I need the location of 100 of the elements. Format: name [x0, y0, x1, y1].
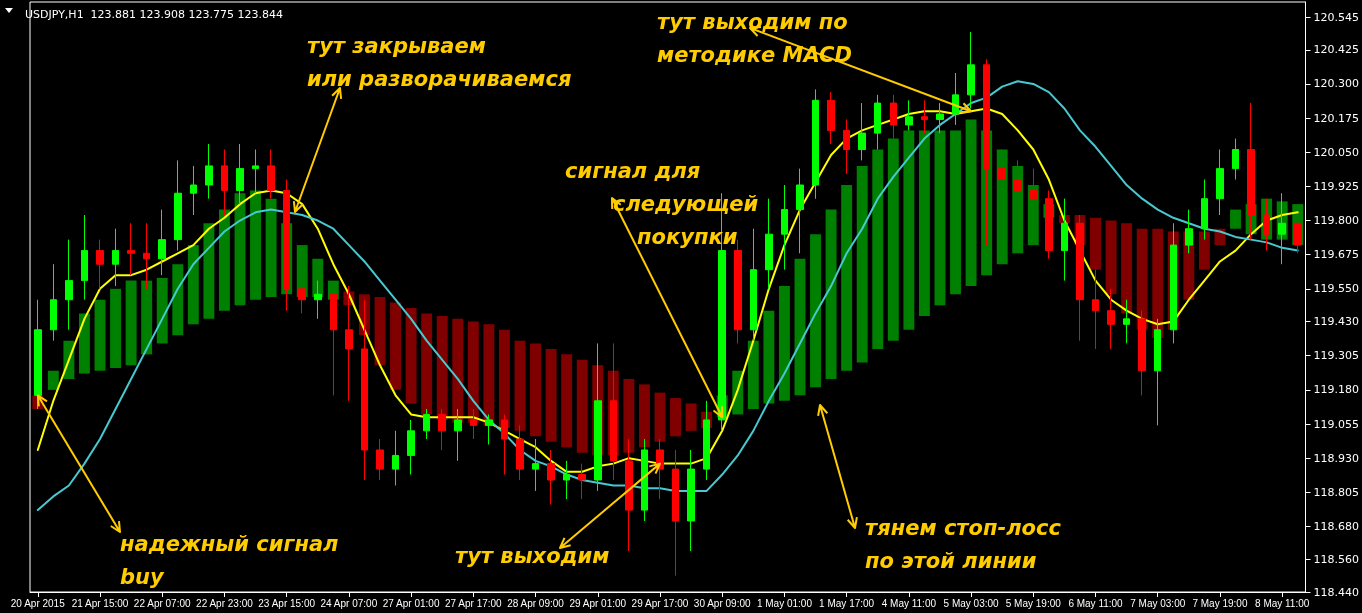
candlestick [1263, 198, 1270, 252]
bar [872, 149, 884, 349]
candlestick [1232, 138, 1239, 181]
text: USDJPY,H1 123.881 123.908 123.775 123.844 [25, 8, 284, 21]
y-tick-label: 119.800 [1313, 214, 1360, 228]
y-tick-label: 118.440 [1313, 585, 1360, 599]
candlestick [796, 168, 804, 254]
bar [545, 348, 557, 442]
y-tick-label: 119.180 [1313, 383, 1360, 397]
candlestick [96, 239, 104, 290]
bar [1090, 217, 1101, 270]
candlestick [1092, 269, 1099, 350]
bar [483, 324, 495, 426]
candlestick [470, 408, 477, 440]
annotation: тут закрываем или разворачиваемся [307, 33, 572, 93]
y-tick-label: 120.545 [1313, 10, 1360, 24]
bar [156, 277, 168, 344]
x-tick-label: 1 May 17:00 [819, 597, 875, 609]
y-tick-label: 120.300 [1313, 77, 1360, 91]
bar [1230, 209, 1241, 229]
x-tick-label: 27 Apr 17:00 [444, 597, 503, 609]
bar [623, 378, 635, 453]
x-tick-label: 7 May 03:00 [1130, 597, 1186, 609]
x-tick-label: 23 Apr 15:00 [258, 597, 316, 609]
candlestick [407, 419, 415, 476]
bar [172, 264, 184, 336]
bar [125, 280, 137, 366]
candlestick [952, 72, 959, 126]
bar [467, 321, 479, 423]
x-tick-label: 5 May 03:00 [943, 597, 1000, 609]
y-tick-label: 119.550 [1313, 282, 1360, 296]
x-tick-label: 7 May 19:00 [1192, 597, 1248, 609]
candlestick [563, 460, 570, 500]
bar [421, 313, 433, 415]
bar [514, 340, 526, 431]
bar [654, 392, 666, 442]
bar [1121, 223, 1133, 314]
bar [47, 370, 59, 390]
bar [856, 165, 868, 363]
bar [950, 130, 961, 295]
bar [203, 223, 215, 319]
candlestick [485, 413, 493, 445]
candlestick [890, 94, 897, 140]
candlestick [376, 438, 384, 481]
candlestick [858, 102, 866, 161]
x-tick-label: 24 Apr 07:00 [320, 597, 378, 609]
candlestick [423, 408, 430, 440]
candlestick [578, 463, 586, 500]
y-tick-label: 119.055 [1313, 417, 1360, 431]
x-tick-label: 27 Apr 01:00 [382, 597, 440, 609]
candlestick [1061, 198, 1068, 282]
bar [141, 280, 153, 355]
bar [810, 234, 821, 388]
candlestick [65, 239, 73, 331]
candlestick [921, 99, 928, 134]
x-tick-label: 5 May 19:00 [1005, 597, 1062, 609]
bar [670, 398, 681, 437]
x-tick-label: 30 Apr 09:00 [693, 597, 751, 609]
candlestick [1170, 222, 1177, 344]
candlestick [158, 209, 166, 276]
bar [1152, 228, 1164, 338]
bar [94, 299, 106, 371]
x-tick-label: 28 Apr 09:00 [507, 597, 565, 609]
y-tick-label: 119.305 [1313, 349, 1360, 363]
bar [903, 130, 915, 330]
x-tick-label: 20 Apr 2015 [10, 597, 66, 609]
y-tick-label: 119.925 [1313, 179, 1360, 193]
candlestick [1216, 149, 1224, 216]
x-tick-label: 4 May 11:00 [881, 597, 937, 609]
candlestick [81, 214, 88, 301]
candlestick [205, 143, 213, 200]
candlestick [765, 198, 773, 290]
bar [1198, 231, 1210, 270]
y-tick-label: 118.930 [1313, 451, 1360, 465]
bar [498, 329, 510, 429]
candlestick [283, 179, 290, 312]
candlestick [392, 430, 399, 486]
candlestick [874, 94, 881, 150]
bar [841, 185, 853, 371]
bar [763, 310, 775, 404]
bar [250, 190, 261, 300]
bar [1105, 220, 1117, 295]
candlestick [905, 99, 913, 131]
candlestick [174, 159, 182, 252]
bar [918, 130, 930, 317]
x-tick-label: 21 Apr 15:00 [71, 597, 129, 609]
bar [934, 130, 946, 306]
y-tick-label: 118.680 [1313, 519, 1360, 533]
bar [390, 302, 401, 390]
bar [265, 198, 277, 297]
bar [312, 258, 324, 297]
y-tick-label: 119.675 [1313, 248, 1360, 262]
bar [530, 343, 541, 437]
candlestick [703, 400, 710, 481]
x-tick-label: 8 May 11:00 [1255, 597, 1310, 609]
candlestick [532, 438, 539, 492]
candlestick [672, 449, 679, 577]
candlestick [843, 118, 850, 175]
bar [79, 313, 90, 374]
y-tick-label: 120.425 [1313, 43, 1360, 57]
